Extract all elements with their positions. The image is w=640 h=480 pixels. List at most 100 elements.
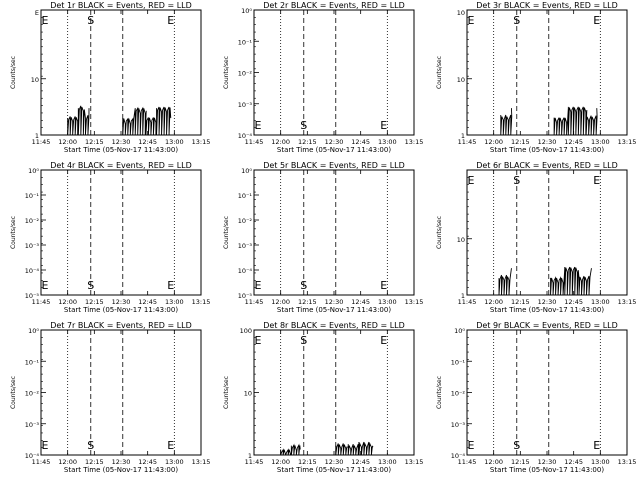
x-axis-label: Start Time (05-Nov-17 11:43:00) [64,146,178,154]
y-tick-label: 10 [457,236,465,244]
x-tick-label: 11:45 [32,138,51,146]
x-tick-label: 11:45 [32,298,51,306]
chart-title: Det 5r BLACK = Events, RED = LLD [263,161,405,170]
y-tick-label: 10⁻¹ [25,358,40,366]
x-tick-label: 12:45 [564,138,583,146]
x-tick-label: 12:15 [298,138,317,146]
x-tick-label: 13:15 [192,298,211,306]
series-line-1 [67,105,90,136]
y-tick-label: 10⁰ [28,327,39,335]
x-axis-label: Start Time (05-Nov-17 11:43:00) [64,466,178,474]
plot-frame [253,169,415,296]
x-axis-label: Start Time (05-Nov-17 11:43:00) [490,306,604,314]
y-tick-label: 10⁻¹ [238,38,253,46]
chart-panel-5: Det 5r BLACK = Events, RED = LLD Counts/s… [223,161,423,314]
event-marker-e: E [42,439,49,452]
y-tick-label: 1 [461,132,465,140]
plot-frame [40,169,202,296]
chart-panel-2: Det 2r BLACK = Events, RED = LLD Counts/s… [223,1,423,154]
x-tick-label: 12:30 [538,458,557,466]
event-marker-e: E [42,279,49,292]
y-tick-label: 10⁰ [241,7,252,15]
event-marker-s: S [300,334,307,347]
chart-panel-3: Det 3r BLACK = Events, RED = LLD Counts/s… [436,1,636,154]
chart-title: Det 7r BLACK = Events, RED = LLD [50,321,192,330]
x-axis-label: Start Time (05-Nov-17 11:43:00) [277,146,391,154]
chart-panel-8: Det 8r BLACK = Events, RED = LLD Counts/s… [223,321,423,474]
event-marker-e: E [380,334,387,347]
event-marker-e: E [380,279,387,292]
x-tick-label: 11:45 [458,298,477,306]
x-tick-label: 13:00 [165,298,184,306]
x-tick-label: 12:00 [484,138,503,146]
x-tick-label: 11:45 [458,458,477,466]
chart-title: Det 1r BLACK = Events, RED = LLD [50,1,192,10]
x-tick-label: 13:00 [165,138,184,146]
event-marker-s: S [513,14,520,27]
y-tick-label: 10 [457,76,465,84]
x-tick-label: 12:00 [484,298,503,306]
chart-title: Det 8r BLACK = Events, RED = LLD [263,321,405,330]
plot-frame [253,329,415,456]
y-tick-label: 10⁻³ [238,101,253,109]
x-tick-label: 13:15 [618,138,637,146]
series-line-2 [550,266,592,296]
event-marker-e: E [167,14,174,27]
series-line-1 [498,268,512,296]
x-tick-label: 11:45 [245,138,264,146]
x-tick-label: 13:15 [405,458,424,466]
y-tick-label: 10⁻³ [451,421,466,429]
x-tick-label: 12:00 [271,298,290,306]
x-tick-label: 13:15 [618,298,637,306]
event-marker-e: E [593,14,600,27]
y-tick-label: 10⁻⁴ [238,267,253,275]
x-tick-label: 11:45 [32,458,51,466]
x-axis-label: Start Time (05-Nov-17 11:43:00) [490,466,604,474]
x-tick-label: 12:45 [351,458,370,466]
plot-frame [466,329,628,456]
y-tick-label: 10⁻¹ [451,358,466,366]
event-marker-s: S [87,439,94,452]
y-axis-label: Counts/sec [223,216,230,249]
x-tick-label: 12:45 [138,458,157,466]
y-tick-label: 10⁻² [451,390,466,398]
x-tick-label: 12:00 [58,138,77,146]
y-tick-label: 10 [31,76,39,84]
x-tick-label: 13:00 [378,458,397,466]
chart-title: Det 4r BLACK = Events, RED = LLD [50,161,192,170]
series-line-1 [500,108,513,136]
x-tick-label: 13:00 [378,138,397,146]
x-tick-label: 12:30 [325,298,344,306]
x-tick-label: 12:00 [271,138,290,146]
y-tick-label: 1 [35,132,39,140]
plot-frame [466,169,628,296]
event-marker-s: S [300,279,307,292]
event-marker-e: E [255,334,262,347]
y-axis-label: Counts/sec [436,56,443,89]
y-tick-label-top: E [35,9,39,17]
event-marker-s: S [87,279,94,292]
y-axis-label: Counts/sec [436,376,443,409]
y-axis-label: Counts/sec [223,56,230,89]
event-marker-e: E [167,279,174,292]
x-axis-label: Start Time (05-Nov-17 11:43:00) [64,306,178,314]
y-tick-label: 10⁻³ [238,242,253,250]
x-tick-label: 12:15 [298,458,317,466]
x-tick-label: 13:15 [192,138,211,146]
event-marker-s: S [300,119,307,132]
x-tick-label: 11:45 [245,458,264,466]
x-tick-label: 13:15 [618,458,637,466]
x-tick-label: 12:00 [271,458,290,466]
chart-panel-4: Det 4r BLACK = Events, RED = LLD Counts/s… [10,161,210,314]
plot-frame [466,9,628,136]
x-tick-label: 11:45 [245,298,264,306]
x-tick-label: 12:15 [85,138,104,146]
event-marker-e: E [380,119,387,132]
series-line-2 [553,106,598,136]
event-marker-e: E [167,439,174,452]
chart-title: Det 9r BLACK = Events, RED = LLD [476,321,618,330]
y-tick-label: 1 [248,452,252,460]
x-tick-label: 12:00 [484,458,503,466]
x-tick-label: 13:00 [591,138,610,146]
x-tick-label: 13:15 [405,138,424,146]
